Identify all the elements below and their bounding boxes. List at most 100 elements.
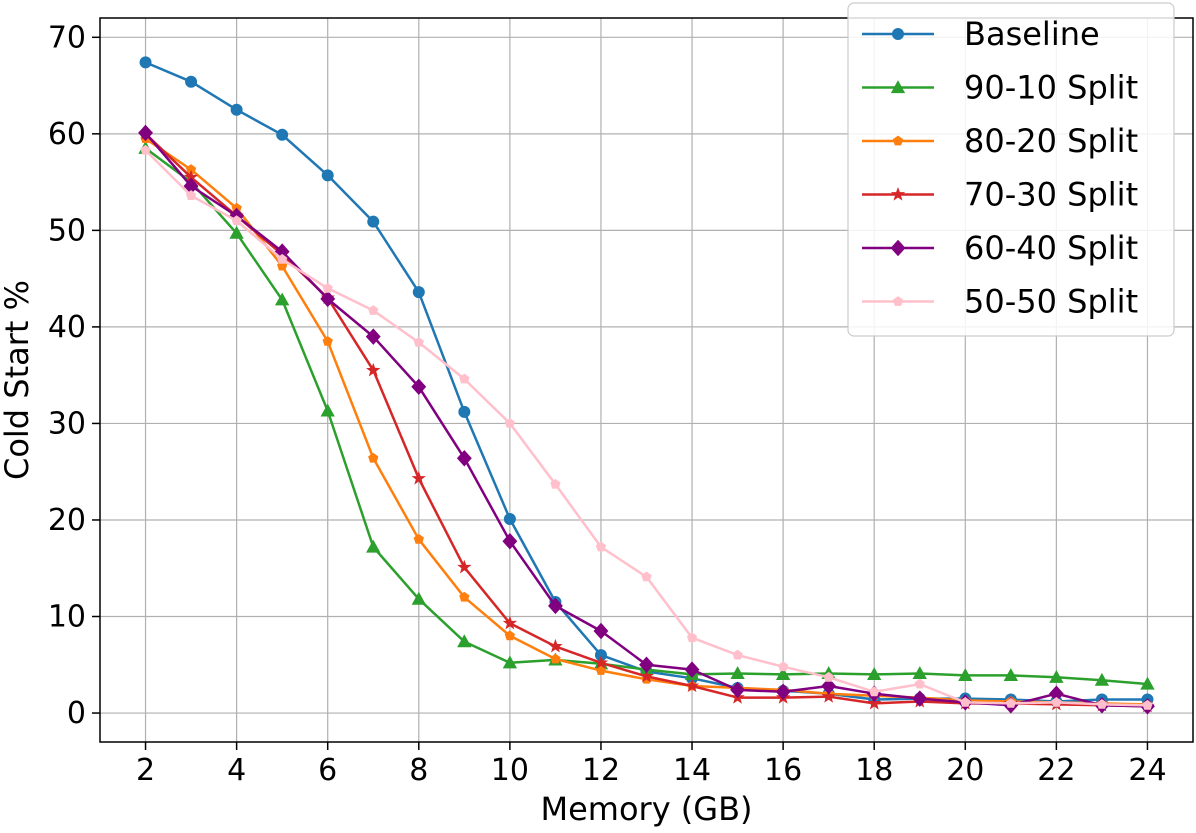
data-point xyxy=(411,591,426,605)
data-point xyxy=(593,622,609,640)
data-point xyxy=(366,539,381,553)
data-point xyxy=(823,671,834,682)
legend-marker xyxy=(890,80,906,94)
data-point xyxy=(593,655,609,669)
data-point xyxy=(322,282,333,293)
data-point xyxy=(411,470,426,485)
data-point xyxy=(229,225,244,239)
data-point xyxy=(775,683,791,701)
data-point xyxy=(1096,698,1108,709)
y-tick-label: 30 xyxy=(48,406,86,441)
x-axis-label: Memory (GB) xyxy=(540,790,752,828)
data-point xyxy=(365,328,381,345)
y-axis-label: Cold Start % xyxy=(0,280,36,480)
data-point xyxy=(185,75,198,88)
data-point xyxy=(320,403,335,417)
x-tick-label: 14 xyxy=(673,753,711,788)
data-point xyxy=(502,655,518,669)
data-point xyxy=(140,144,151,155)
data-point xyxy=(503,513,516,526)
data-point xyxy=(867,695,882,710)
x-tick-label: 2 xyxy=(136,753,155,788)
data-point xyxy=(595,665,607,675)
legend-marker xyxy=(892,135,904,146)
data-point xyxy=(550,478,561,489)
legend-label: 80-20 Split xyxy=(964,122,1138,160)
legend-entry: 90-10 Split xyxy=(862,69,1138,107)
y-tick-label: 10 xyxy=(48,600,86,635)
legend-marker xyxy=(890,186,906,201)
data-point xyxy=(821,677,837,695)
data-point xyxy=(1142,699,1153,710)
x-tick-label: 16 xyxy=(764,753,802,788)
data-point xyxy=(732,649,743,660)
data-point xyxy=(502,615,518,630)
legend-label: 70-30 Split xyxy=(964,176,1138,214)
legend-entry: 80-20 Split xyxy=(862,122,1138,160)
data-point xyxy=(548,638,563,653)
data-point xyxy=(639,656,654,674)
x-tick-label: 12 xyxy=(582,753,620,788)
data-point xyxy=(869,686,880,697)
legend-entry: 70-30 Split xyxy=(862,176,1138,214)
y-tick-label: 70 xyxy=(48,20,86,55)
data-point xyxy=(595,541,607,552)
x-tick-label: 6 xyxy=(318,753,337,788)
data-point xyxy=(321,169,334,182)
data-point xyxy=(366,362,381,377)
legend: Baseline 90-10 Split 80-20 Split 70-30 Spli… xyxy=(847,2,1175,337)
series-lines xyxy=(138,56,1155,715)
data-point xyxy=(368,305,379,315)
data-point xyxy=(231,215,242,226)
data-point xyxy=(504,630,515,641)
data-point xyxy=(502,532,518,550)
data-point xyxy=(730,666,745,679)
x-tick-label: 4 xyxy=(227,753,246,788)
data-point xyxy=(1140,676,1155,690)
data-point xyxy=(277,253,288,264)
y-tick-label: 40 xyxy=(48,310,86,345)
plot-frame xyxy=(99,17,1194,743)
data-point xyxy=(548,597,563,615)
legend-marker xyxy=(892,28,904,40)
x-tick-label: 10 xyxy=(491,753,529,788)
data-point xyxy=(456,449,472,467)
data-point xyxy=(1094,672,1110,686)
data-point xyxy=(912,690,928,707)
data-point xyxy=(413,533,424,544)
data-point xyxy=(459,591,470,602)
data-point xyxy=(778,661,789,672)
data-point xyxy=(684,678,700,693)
legend-marker xyxy=(892,296,904,306)
data-point xyxy=(1005,697,1016,708)
data-point xyxy=(413,336,424,347)
data-point xyxy=(139,56,152,69)
y-tick-label: 20 xyxy=(48,503,86,538)
legend-entry: 60-40 Split xyxy=(862,229,1138,267)
data-point xyxy=(322,335,333,346)
data-point xyxy=(641,571,652,582)
data-point xyxy=(185,190,197,200)
data-point xyxy=(914,678,925,689)
legend-entry: Baseline xyxy=(862,15,1100,53)
data-point xyxy=(138,124,153,142)
data-point xyxy=(457,559,472,574)
x-tick-label: 18 xyxy=(855,753,893,788)
y-tick-label: 0 xyxy=(67,696,86,731)
legend-label: Baseline xyxy=(964,15,1100,53)
y-tick-label: 50 xyxy=(48,213,86,248)
data-point xyxy=(775,667,791,680)
data-point xyxy=(504,417,515,428)
data-point xyxy=(457,634,472,648)
x-tick-label: 22 xyxy=(1037,753,1075,788)
data-point xyxy=(1003,668,1019,681)
data-point xyxy=(867,667,882,680)
series-50-50-split xyxy=(140,144,1153,710)
data-point xyxy=(274,292,290,306)
data-point xyxy=(686,632,698,643)
x-tick-label: 20 xyxy=(946,753,984,788)
data-point xyxy=(684,661,700,678)
x-tick-label: 24 xyxy=(1128,753,1166,788)
data-point xyxy=(412,286,425,299)
